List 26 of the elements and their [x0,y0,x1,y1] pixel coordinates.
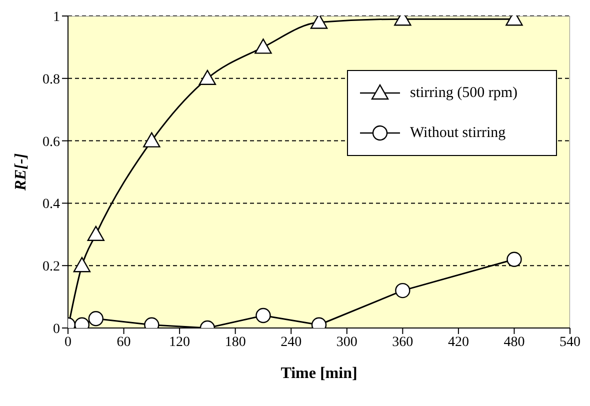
y-tick-label: 0.4 [42,197,60,212]
x-tick-label: 360 [392,334,414,350]
x-axis-title: Time [min] [280,365,358,382]
x-tick-label: 540 [560,334,580,350]
y-axis-title: RE[-] [12,153,30,192]
y-tick-label: 0.8 [42,72,60,88]
point [254,38,272,54]
x-tick-label: 480 [504,334,525,350]
point [143,132,160,148]
x-tick-label: 180 [224,334,246,350]
x-tick-label: 120 [169,334,190,350]
point [87,226,104,241]
point [73,257,91,272]
y-tick-label: 0 [53,322,60,337]
x-tick-label: 420 [448,334,469,350]
x-tick-label: 240 [280,334,302,350]
x-tick-label: 300 [336,334,358,350]
x-tick-label: 60 [116,334,131,350]
x-tick-label: 0 [64,334,72,350]
y-tick-label: 0.2 [42,260,60,275]
legend-label: stirring (500 rpm) [410,84,518,102]
y-tick-label: 1 [53,10,60,25]
point [310,16,328,29]
point [198,70,216,85]
legend-label: Without stirring [410,124,506,142]
y-tick-label: 0.6 [42,134,60,150]
